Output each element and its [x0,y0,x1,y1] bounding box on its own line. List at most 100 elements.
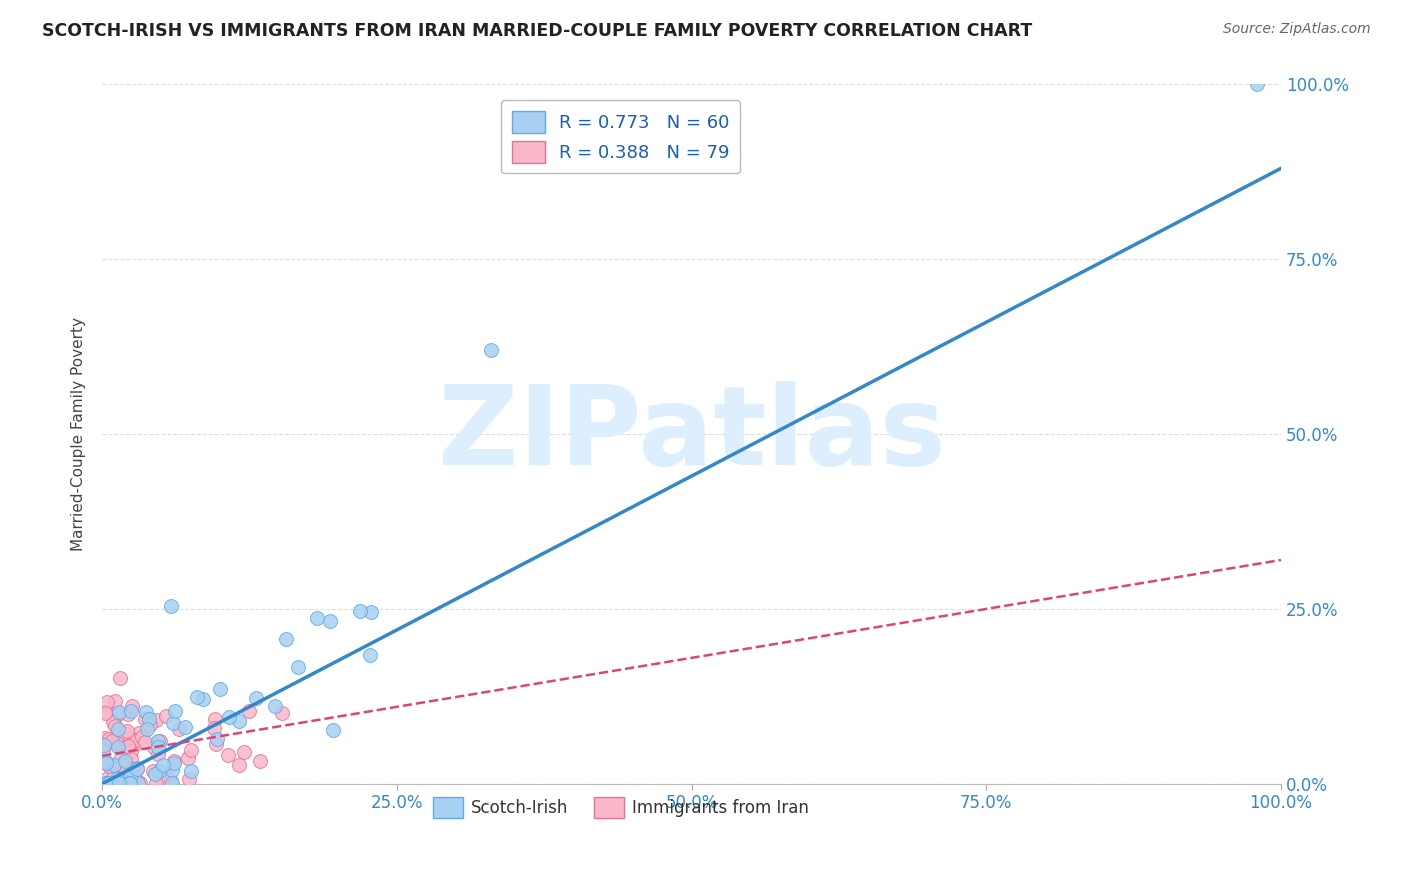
Point [148,764,170,779]
Point [112,761,135,775]
Point [111,758,134,772]
Point [217,747,239,762]
Point [162,715,184,730]
Point [128,776,150,790]
Point [155,708,177,723]
Point [128,726,150,740]
Point [287,660,309,674]
Point [152,776,174,790]
Point [186,690,208,705]
Point [138,718,160,732]
Point [117,724,139,739]
Point [146,733,169,747]
Point [104,776,127,790]
Point [108,705,131,719]
Point [228,714,250,728]
Point [105,772,128,786]
Point [127,773,149,788]
Point [238,704,260,718]
Point [107,736,129,750]
Point [107,740,129,755]
Point [167,722,190,736]
Point [142,764,165,778]
Point [249,754,271,768]
Point [120,704,142,718]
Point [160,776,183,790]
Point [131,730,153,744]
Point [1246,78,1268,92]
Point [160,763,183,777]
Point [174,720,197,734]
Point [94,756,117,770]
Point [103,758,125,772]
Y-axis label: Married-Couple Family Poverty: Married-Couple Family Poverty [72,317,86,551]
Point [124,776,146,790]
Point [117,776,139,790]
Point [143,740,166,755]
Point [110,776,132,790]
Point [127,776,149,790]
Point [111,760,134,774]
Point [134,712,156,726]
Point [145,776,167,790]
Point [479,343,502,358]
Point [98,776,121,790]
Point [93,754,115,768]
Point [93,739,115,753]
Point [180,742,202,756]
Point [120,752,142,766]
Point [232,745,254,759]
Point [163,704,186,718]
Point [228,757,250,772]
Point [121,699,143,714]
Point [94,706,117,720]
Point [97,756,120,771]
Point [162,754,184,768]
Point [103,768,125,782]
Point [100,734,122,748]
Point [121,776,143,790]
Point [118,770,141,784]
Point [127,762,149,776]
Point [96,776,118,790]
Point [319,614,342,628]
Point [108,753,131,767]
Point [94,706,117,720]
Point [349,604,371,618]
Point [94,754,117,768]
Point [101,714,124,729]
Point [103,693,125,707]
Point [148,747,170,762]
Point [138,712,160,726]
Point [204,737,226,751]
Point [118,776,141,790]
Point [135,723,157,737]
Point [204,712,226,726]
Point [307,611,329,625]
Point [263,698,285,713]
Point [245,690,267,705]
Point [117,739,139,754]
Legend: Scotch-Irish, Immigrants from Iran: Scotch-Irish, Immigrants from Iran [426,790,815,824]
Point [177,772,200,787]
Point [118,776,141,790]
Point [105,737,128,751]
Point [120,744,142,758]
Point [152,758,174,772]
Point [127,761,149,775]
Text: SCOTCH-IRISH VS IMMIGRANTS FROM IRAN MARRIED-COUPLE FAMILY POVERTY CORRELATION C: SCOTCH-IRISH VS IMMIGRANTS FROM IRAN MAR… [42,22,1032,40]
Point [94,776,117,790]
Point [94,772,117,787]
Text: ZIPatlas: ZIPatlas [437,381,945,488]
Point [127,775,149,789]
Point [148,739,170,754]
Point [163,756,186,770]
Point [112,726,135,740]
Point [122,769,145,783]
Point [160,773,183,788]
Point [322,723,344,737]
Text: Source: ZipAtlas.com: Source: ZipAtlas.com [1223,22,1371,37]
Point [117,761,139,775]
Point [191,691,214,706]
Point [155,768,177,782]
